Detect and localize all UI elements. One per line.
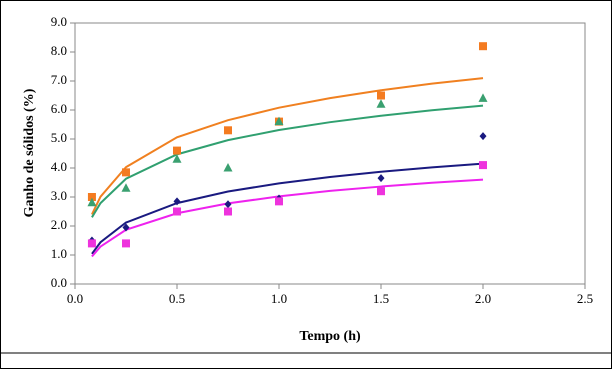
- x-tick-label: 2.5: [577, 291, 593, 306]
- point: [223, 163, 233, 172]
- point: [121, 183, 131, 192]
- point: [224, 207, 232, 216]
- trendline: [91, 178, 484, 258]
- point: [122, 168, 130, 177]
- y-tick-label: 5.0: [51, 130, 67, 145]
- point: [173, 146, 181, 155]
- point: [274, 116, 284, 126]
- x-tick-label: 0.0: [67, 291, 83, 306]
- x-tick-label: 1.5: [373, 291, 389, 306]
- point: [377, 174, 385, 183]
- point: [377, 187, 385, 196]
- point: [479, 42, 487, 51]
- plot-area: [74, 22, 586, 285]
- point: [87, 193, 96, 201]
- point: [275, 197, 283, 206]
- point: [122, 239, 130, 248]
- y-tick-label: 8.0: [51, 43, 67, 58]
- x-tick-label: 1.0: [271, 291, 287, 306]
- point: [173, 197, 181, 206]
- point: [224, 126, 232, 135]
- x-axis-title: Tempo (h): [299, 329, 361, 344]
- point: [87, 197, 97, 207]
- point: [87, 239, 96, 248]
- point: [172, 154, 182, 163]
- point: [377, 91, 385, 100]
- trendline: [91, 77, 484, 215]
- trendline: [91, 104, 484, 218]
- y-tick-label: 3.0: [51, 188, 67, 203]
- y-tick-label: 0.0: [51, 275, 67, 290]
- point: [479, 132, 487, 141]
- y-tick-label: 1.0: [51, 246, 67, 261]
- point: [376, 99, 386, 108]
- trendline: [91, 162, 484, 255]
- y-tick-label: 9.0: [51, 14, 67, 29]
- x-tick-label: 2.0: [475, 291, 491, 306]
- y-tick-label: 7.0: [51, 72, 67, 87]
- point: [122, 223, 130, 232]
- y-tick-label: 2.0: [51, 217, 67, 232]
- point: [478, 93, 488, 102]
- y-axis-title: Ganho de sólidos (%): [22, 88, 37, 217]
- point: [224, 200, 232, 209]
- point: [173, 207, 181, 216]
- x-tick-label: 0.5: [169, 291, 185, 306]
- point: [479, 161, 487, 170]
- y-tick-label: 4.0: [51, 159, 67, 174]
- y-tick-label: 6.0: [51, 101, 67, 116]
